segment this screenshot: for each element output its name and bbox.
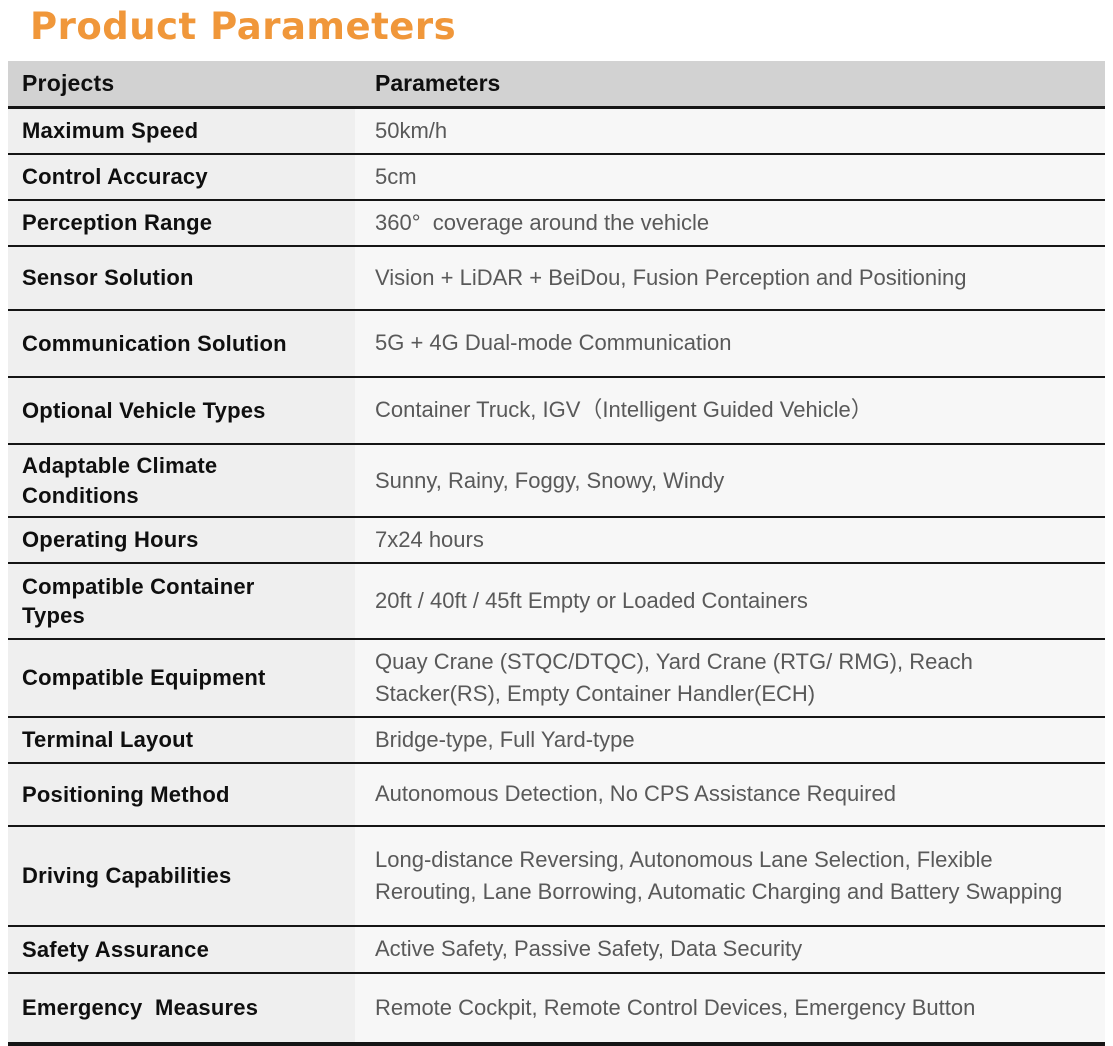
table-row: Emergency Measures Remote Cockpit, Remote… bbox=[8, 973, 1105, 1044]
table-row: Optional Vehicle Types Container Truck, I… bbox=[8, 377, 1105, 445]
table-row: Safety Assurance Active Safety, Passive S… bbox=[8, 926, 1105, 974]
table-row: Communication Solution 5G + 4G Dual-mode … bbox=[8, 310, 1105, 378]
row-label: Positioning Method bbox=[8, 763, 355, 825]
row-value: 50km/h bbox=[355, 108, 1105, 153]
table-header-row: Projects Parameters bbox=[8, 60, 1105, 109]
column-header-parameters: Parameters bbox=[375, 69, 501, 96]
row-label: Adaptable Climate Conditions bbox=[8, 444, 355, 517]
row-label: Perception Range bbox=[8, 200, 355, 245]
table-body: Maximum Speed 50km/h Control Accuracy 5cm Pe… bbox=[8, 108, 1105, 1044]
row-label: Compatible Container Types bbox=[8, 564, 355, 639]
row-label: Terminal Layout bbox=[8, 718, 355, 762]
row-label: Emergency Measures bbox=[8, 973, 355, 1042]
table-row: Sensor Solution Vision + LiDAR + BeiDou, … bbox=[8, 246, 1105, 311]
table-row: Adaptable Climate Conditions Sunny, Rainy… bbox=[8, 444, 1105, 519]
page-title: Product Parameters bbox=[30, 5, 457, 48]
table-row: Terminal Layout Bridge-type, Full Yard-ty… bbox=[8, 718, 1105, 764]
row-value: 5cm bbox=[355, 154, 1105, 199]
row-value: Autonomous Detection, No CPS Assistance … bbox=[355, 763, 1105, 825]
row-value: Sunny, Rainy, Foggy, Snowy, Windy bbox=[355, 444, 1105, 517]
table-row: Positioning Method Autonomous Detection, … bbox=[8, 763, 1105, 827]
row-value: Bridge-type, Full Yard-type bbox=[355, 718, 1105, 762]
table-row: Control Accuracy 5cm bbox=[8, 154, 1105, 201]
row-label: Safety Assurance bbox=[8, 926, 355, 972]
row-label: Maximum Speed bbox=[8, 108, 355, 153]
row-label: Control Accuracy bbox=[8, 154, 355, 199]
row-label: Sensor Solution bbox=[8, 246, 355, 309]
table-row: Driving Capabilities Long-distance Revers… bbox=[8, 826, 1105, 927]
row-value: Long-distance Reversing, Autonomous Lane… bbox=[355, 826, 1105, 925]
row-value: Vision + LiDAR + BeiDou, Fusion Percepti… bbox=[355, 246, 1105, 309]
table-row: Compatible Equipment Quay Crane (STQC/DTQ… bbox=[8, 640, 1105, 719]
column-header-projects: Projects bbox=[22, 69, 115, 96]
table-row: Operating Hours 7x24 hours bbox=[8, 518, 1105, 565]
row-value: 360° coverage around the vehicle bbox=[355, 200, 1105, 245]
product-parameters-table: Projects Parameters Maximum Speed 50km/h C… bbox=[8, 60, 1105, 1046]
row-value: 7x24 hours bbox=[355, 518, 1105, 563]
table-row: Compatible Container Types 20ft / 40ft / … bbox=[8, 564, 1105, 641]
table-row: Perception Range 360° coverage around the… bbox=[8, 200, 1105, 247]
row-label: Communication Solution bbox=[8, 310, 355, 376]
row-value: 20ft / 40ft / 45ft Empty or Loaded Conta… bbox=[355, 564, 1105, 639]
row-label: Optional Vehicle Types bbox=[8, 377, 355, 443]
row-label: Compatible Equipment bbox=[8, 640, 355, 717]
row-value: Container Truck, IGV（Intelligent Guided … bbox=[355, 377, 1105, 443]
row-value: 5G + 4G Dual-mode Communication bbox=[355, 310, 1105, 376]
row-label: Operating Hours bbox=[8, 518, 355, 563]
table-row: Maximum Speed 50km/h bbox=[8, 108, 1105, 155]
row-value: Active Safety, Passive Safety, Data Secu… bbox=[355, 926, 1105, 972]
row-label: Driving Capabilities bbox=[8, 826, 355, 925]
row-value: Quay Crane (STQC/DTQC), Yard Crane (RTG/… bbox=[355, 640, 1105, 717]
row-value: Remote Cockpit, Remote Control Devices, … bbox=[355, 973, 1105, 1042]
